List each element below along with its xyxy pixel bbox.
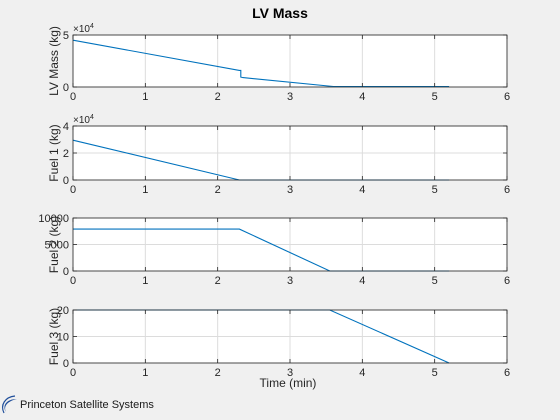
- x-tick-label: 4: [359, 91, 365, 103]
- x-tick-label: 1: [142, 91, 148, 103]
- x-tick-label: 0: [70, 91, 76, 103]
- x-tick-label: 6: [504, 91, 510, 103]
- x-axis-label: Time (min): [260, 376, 317, 390]
- figure-title: LV Mass: [252, 5, 308, 21]
- y-tick-label: 20: [57, 305, 69, 317]
- y-tick-label: 0: [63, 358, 69, 370]
- axis-exponent-label: ×104: [73, 23, 94, 35]
- company-name: Princeton Satellite Systems: [20, 399, 154, 411]
- x-tick-label: 5: [432, 91, 438, 103]
- y-axis-label: Fuel 2 (kg): [47, 216, 61, 273]
- x-tick-label: 4: [359, 184, 365, 196]
- x-tick-label: 2: [215, 275, 221, 287]
- x-tick-label: 1: [142, 367, 148, 379]
- series-line: [72, 39, 450, 88]
- y-tick-label: 10000: [38, 213, 69, 225]
- company-footer: Princeton Satellite Systems: [0, 392, 200, 418]
- x-tick-label: 2: [215, 91, 221, 103]
- x-tick-label: 0: [70, 275, 76, 287]
- x-tick-label: 4: [359, 275, 365, 287]
- x-tick-label: 6: [504, 275, 510, 287]
- y-axis-label: Fuel 1 (kg): [47, 124, 61, 181]
- axis-exponent-label: ×104: [73, 114, 94, 126]
- x-tick-label: 5: [432, 367, 438, 379]
- y-tick-label: 0: [63, 175, 69, 187]
- x-tick-label: 3: [287, 91, 293, 103]
- x-tick-label: 1: [142, 275, 148, 287]
- subplot-2: 0 1 2 3 4 5 6 0 2 4 ×104 Fuel 1 (kg): [47, 114, 510, 196]
- x-tick-label: 3: [287, 367, 293, 379]
- x-tick-label: 5: [432, 275, 438, 287]
- x-tick-label: 2: [215, 184, 221, 196]
- x-tick-label: 3: [287, 275, 293, 287]
- subplot-1: 0 1 2 3 4 5 6 0 5 ×104 LV Mass (kg): [47, 23, 510, 103]
- y-axis-label: Fuel 3 (kg): [47, 308, 61, 365]
- x-tick-label: 2: [215, 367, 221, 379]
- y-tick-label: 10: [57, 332, 69, 344]
- x-tick-label: 6: [504, 367, 510, 379]
- company-logo-icon: [2, 395, 17, 414]
- x-tick-label: 3: [287, 184, 293, 196]
- y-tick-label: 4: [63, 121, 69, 133]
- x-tick-label: 5: [432, 184, 438, 196]
- y-tick-label: 0: [63, 266, 69, 278]
- y-tick-label: 0: [63, 82, 69, 94]
- y-tick-label: 5000: [45, 240, 69, 252]
- x-tick-label: 0: [70, 367, 76, 379]
- y-tick-label: 2: [63, 148, 69, 160]
- y-tick-label: 5: [63, 30, 69, 42]
- x-tick-label: 1: [142, 184, 148, 196]
- x-tick-label: 4: [359, 367, 365, 379]
- x-tick-label: 0: [70, 184, 76, 196]
- y-axis-label: LV Mass (kg): [47, 26, 61, 96]
- x-tick-label: 6: [504, 184, 510, 196]
